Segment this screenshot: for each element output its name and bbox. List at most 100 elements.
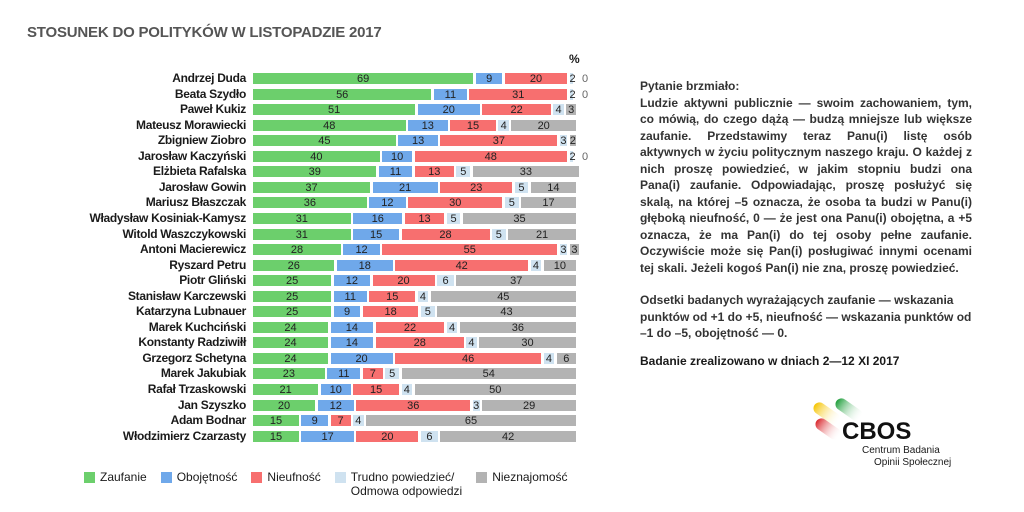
bar-segment: 4 <box>543 352 555 365</box>
category-label: Mariusz Błaszczak <box>145 195 247 210</box>
bar-segment: 15 <box>450 119 496 132</box>
bar-segment: 13 <box>398 135 438 147</box>
bar-segment: 20 <box>511 119 576 132</box>
bar-segment: 37 <box>456 275 576 287</box>
bar-segment: 15 <box>369 290 416 303</box>
legend-item: Zaufanie <box>84 470 147 498</box>
bar-segment: 12 <box>317 399 354 412</box>
legend-item: Nieznajomość <box>476 470 568 498</box>
bar-segment: 21 <box>253 384 319 396</box>
category-label: Grzegorz Schetyna <box>142 350 246 365</box>
bar-segment: 15 <box>353 228 400 241</box>
bar-segment: 3 <box>569 244 580 257</box>
bar-segment: 54 <box>401 368 576 380</box>
category-label: Mateusz Morawiecki <box>136 117 246 132</box>
bar-segment: 3 <box>559 244 568 257</box>
category-label: Marek Kuchciński <box>148 319 247 334</box>
category-label: Katarzyna Lubnauer <box>136 304 246 319</box>
bar-segment: 4 <box>353 415 364 427</box>
bar-segment: 24 <box>253 352 329 365</box>
bar-segment: 5 <box>420 306 435 318</box>
legend-swatch <box>476 472 488 483</box>
cbos-logo: CBOS Centrum Badania Opinii Społecznej <box>812 392 962 472</box>
bar-segment: 65 <box>366 415 576 427</box>
bar-segment: 40 <box>253 150 380 163</box>
bar-segment: 55 <box>382 244 558 256</box>
category-label: Piotr Gliński <box>179 273 246 288</box>
bar-segment: 3 <box>559 135 568 148</box>
bar-segment: 16 <box>353 212 403 225</box>
bar-segment: 13 <box>404 212 445 225</box>
category-label: Elżbieta Rafalska <box>153 164 246 179</box>
bar-segment: 4 <box>498 119 509 132</box>
category-label: Beata Szydło <box>174 86 246 101</box>
bar-segment: 4 <box>417 290 429 303</box>
bar-segment: 46 <box>395 352 542 365</box>
bar-segment: 33 <box>472 166 580 178</box>
bar-segment: 10 <box>382 150 412 163</box>
bar-segment: 3 <box>566 104 576 117</box>
bar-segment: 43 <box>437 306 576 318</box>
bar-segment: 11 <box>433 88 467 101</box>
bar-segment: 31 <box>253 212 351 225</box>
bar-segment: 12 <box>333 275 370 287</box>
bar-segment: 69 <box>253 73 474 85</box>
bar-segment: 11 <box>333 290 367 303</box>
bar-segment: 4 <box>401 384 412 396</box>
legend-item: Nieufność <box>251 470 321 498</box>
bar-segment: 23 <box>440 181 513 194</box>
category-label: Jarosław Gowin <box>158 179 246 194</box>
bar-segment: 30 <box>408 197 503 209</box>
stacked-bar-chart: Andrzej Duda 69 9 20 2 0 Beata Szydło 56 11 31 2 0 P… <box>89 72 589 443</box>
bar-segment: 4 <box>466 337 477 349</box>
bar-segment: 25 <box>253 290 332 303</box>
legend-swatch <box>334 472 346 483</box>
legend-swatch <box>160 472 172 483</box>
category-label: Paweł Kukiz <box>179 102 246 117</box>
bar-segment: 11 <box>327 368 361 380</box>
bar-segment: 25 <box>253 275 332 287</box>
logo-subtitle-1: Centrum Badania <box>862 445 940 456</box>
legend-item: Obojętność <box>160 470 237 498</box>
bar-segment: 4 <box>530 259 542 272</box>
category-label: Jan Szyszko <box>177 397 246 412</box>
bar-segment: 5 <box>385 368 400 380</box>
question-text: Ludzie aktywni publicznie — swoim zachow… <box>640 95 972 275</box>
bar-segment: 13 <box>414 166 454 178</box>
bar-segment: 36 <box>459 321 576 334</box>
bar-segment: 14 <box>330 337 374 349</box>
bar-segment: 56 <box>253 88 432 101</box>
bar-segment: 15 <box>353 384 400 396</box>
bar-segment: 9 <box>475 73 503 85</box>
category-label: Stanisław Karczewski <box>127 288 246 303</box>
bar-segment: 7 <box>362 368 383 380</box>
bar-segment: 12 <box>343 244 380 256</box>
bar-segment: 21 <box>372 181 438 194</box>
category-label: Włodzimierz Czarzasty <box>122 428 246 443</box>
category-label: Zbigniew Ziobro <box>157 133 246 148</box>
bar-segment: 37 <box>440 135 558 147</box>
legend-label: Nieufność <box>267 470 321 484</box>
bar-segment: 7 <box>330 415 351 427</box>
logo-subtitle-2: Opinii Społecznej <box>874 457 952 468</box>
bar-segment: 12 <box>369 197 406 209</box>
bar-segment: 9 <box>301 415 328 427</box>
bar-segment: 24 <box>253 321 329 334</box>
bar-segment: 24 <box>253 337 329 349</box>
bar-segment: 15 <box>253 430 299 443</box>
bar-value-label: 0 <box>582 88 589 101</box>
bar-segment: 11 <box>378 166 412 178</box>
bar-segment: 45 <box>430 290 576 303</box>
bar-segment: 28 <box>253 244 341 256</box>
bar-segment: 6 <box>556 352 576 365</box>
bar-value-label: 0 <box>582 150 589 163</box>
legend-label: Nieznajomość <box>492 470 568 484</box>
bar-segment: 48 <box>414 150 568 163</box>
bar-segment: 6 <box>420 430 438 443</box>
definition-text: Odsetki badanych wyrażających zaufanie —… <box>640 293 972 340</box>
legend-item: Trudno powiedzieć/ Odmowa odpowiedzi <box>334 470 462 498</box>
bar-segment: 20 <box>504 73 568 85</box>
bar-segment: 5 <box>514 181 529 194</box>
bar-segment: 5 <box>504 197 519 209</box>
bar-segment: 5 <box>446 212 461 225</box>
